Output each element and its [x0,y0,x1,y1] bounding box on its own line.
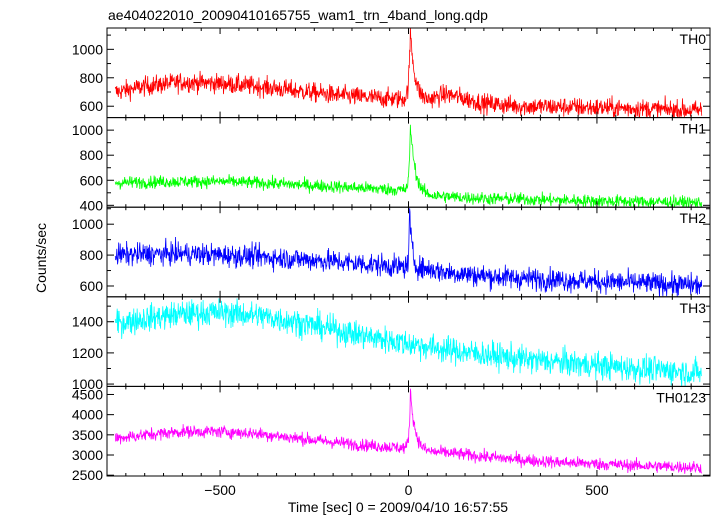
x-tick-label: 0 [405,482,413,498]
y-tick-label: 4000 [72,407,103,423]
y-tick-label: 1200 [72,345,103,361]
y-tick-label: 1000 [72,41,103,57]
panel-th0123: 2500 3000 3500 4000 4500 TH0123 [72,385,711,483]
y-tick-label: 3500 [72,427,103,443]
panel-th2: 600 800 1000 TH2 [72,206,711,298]
y-tick-label: 2500 [72,467,103,483]
x-ticklabels-group: −500 0 500 [204,482,609,498]
panel-frame [106,117,711,208]
panels-group: 600 800 1000 TH0 400 600 800 1000 TH1 600 800 1000 T… [72,27,711,483]
y-tick-label: 3000 [72,447,103,463]
y-tick-label: 800 [80,147,104,163]
series-line-th2 [114,208,703,297]
panel-label-th1: TH1 [680,121,707,137]
panel-label-th2: TH2 [680,210,707,226]
y-tick-label: 600 [80,172,104,188]
series-line-th0 [114,28,703,118]
x-tick-label: −500 [204,482,236,498]
series-line-th1 [114,124,703,208]
y-tick-label: 1000 [72,122,103,138]
x-tick-label: 500 [585,482,609,498]
chart-title: ae404022010_20090410165755_wam1_trn_4ban… [108,7,488,23]
series-line-th0123 [114,388,703,474]
panel-th3: 1000 1200 1400 TH3 [72,296,711,392]
y-tick-label: 4500 [72,386,103,402]
x-axis-title: Time [sec] 0 = 2009/04/10 16:57:55 [288,499,508,515]
series-line-th3 [114,298,702,387]
y-tick-label: 600 [80,98,104,114]
panel-label-th0123: TH0123 [656,389,706,405]
y-tick-label: 800 [80,70,104,86]
y-tick-label: 400 [80,197,104,213]
y-tick-label: 800 [80,247,104,263]
panel-th0: 600 800 1000 TH0 [72,27,711,119]
panel-label-th3: TH3 [680,300,707,316]
y-tick-label: 600 [80,278,104,294]
y-tick-label: 1000 [72,376,103,392]
panel-label-th0: TH0 [680,31,707,47]
y-axis-title: Counts/sec [33,223,49,293]
panel-th1: 400 600 800 1000 TH1 [72,117,711,213]
y-tick-label: 1400 [72,314,103,330]
y-tick-label: 1000 [72,216,103,232]
